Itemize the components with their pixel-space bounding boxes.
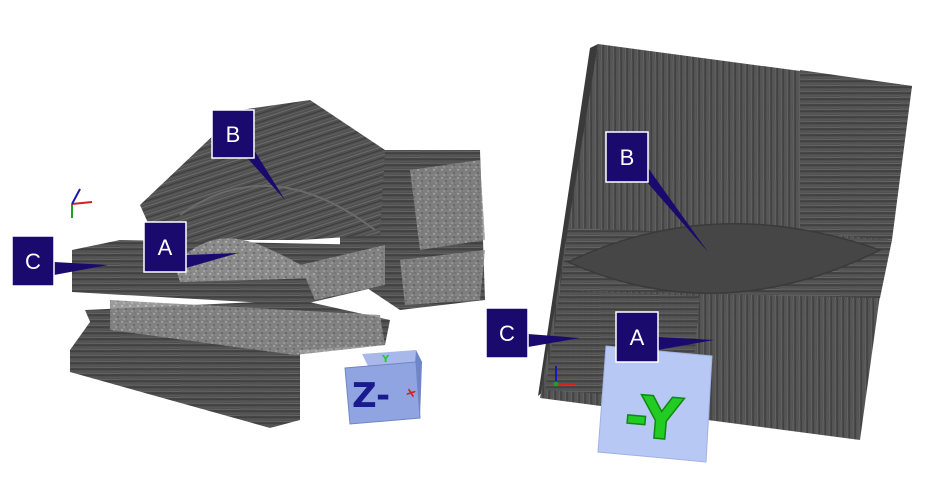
callout-pointer: [658, 337, 714, 350]
callout-label: A: [630, 325, 645, 350]
right-callout-a: A: [615, 311, 714, 363]
callout-box: [211, 109, 255, 159]
right-stack-cut-face-upper: [410, 160, 485, 250]
callout-pointer: [632, 165, 708, 252]
axis-z-dot: [553, 381, 559, 387]
callout-pointer: [240, 150, 285, 200]
cube-top-face: [362, 350, 422, 366]
callout-box: [143, 221, 187, 273]
axis-x-line: [71, 201, 93, 205]
cube-side-label: X: [406, 387, 419, 398]
left-3d-render: [70, 100, 485, 428]
cube-front-face: [344, 361, 421, 425]
right-orientation-panel: -Y: [597, 345, 713, 463]
callout-label: B: [620, 145, 635, 170]
middle-layer-cut-face: [300, 245, 385, 300]
callout-box: [11, 235, 55, 287]
right-stack-cut-face-lower: [400, 250, 485, 305]
axis-y-line: [71, 188, 81, 205]
callout-label: C: [25, 249, 41, 274]
right-callout-b: B: [605, 131, 708, 252]
right-callout-c: C: [485, 307, 580, 359]
left-callout-b: B: [211, 109, 285, 200]
callout-pointer: [528, 334, 580, 347]
callout-label: B: [226, 122, 241, 147]
tow-b-lens: [566, 223, 882, 294]
panel-face: [597, 345, 713, 463]
callout-box: [485, 307, 529, 359]
tow-a-cut-face: [175, 238, 320, 282]
cube-front-label: Z-: [352, 376, 390, 416]
cube-top-label: Y: [381, 354, 390, 365]
right-3d-render: [538, 44, 912, 440]
left-axes-triad: [71, 188, 93, 218]
left-callout-c: C: [11, 235, 108, 287]
weave-block-upper-right: [800, 70, 912, 240]
right-axes-triad: [553, 366, 576, 387]
panel-label: -Y: [622, 382, 686, 455]
callout-label: A: [158, 235, 173, 260]
plate-side-edge: [538, 44, 598, 396]
callout-label: C: [499, 321, 515, 346]
left-orientation-cube: Z- Y X: [344, 350, 422, 425]
lower-layer-cut-face: [110, 300, 385, 355]
callout-pointer: [186, 253, 238, 268]
callout-pointer: [54, 262, 108, 275]
callout-box: [615, 311, 659, 363]
callout-box: [605, 131, 649, 183]
left-callout-a: A: [143, 221, 238, 273]
